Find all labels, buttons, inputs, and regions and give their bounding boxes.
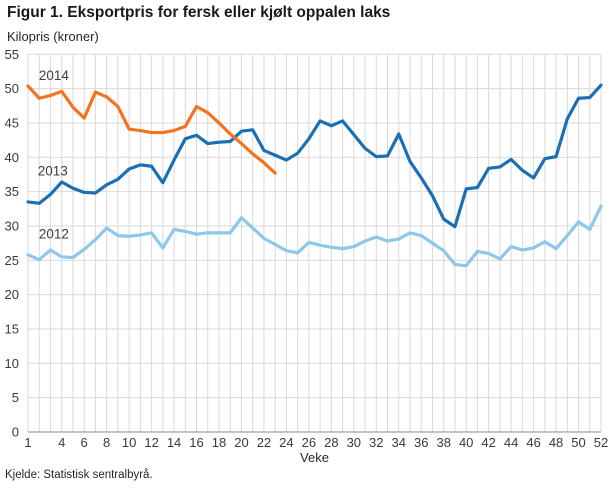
y-tick-label: 20 [5, 287, 19, 302]
x-tick-label: 1 [24, 435, 31, 450]
series-label-2013: 2013 [38, 164, 68, 179]
x-tick-label: 18 [212, 435, 226, 450]
y-tick-label: 10 [5, 356, 19, 371]
series-label-2012: 2012 [39, 227, 69, 242]
x-tick-label: 12 [144, 435, 158, 450]
series-line-2012 [26, 204, 603, 268]
x-tick-label: 24 [279, 435, 293, 450]
y-tick-label: 25 [5, 253, 19, 268]
x-tick-label: 52 [594, 435, 608, 450]
y-tick-label: 35 [5, 184, 19, 199]
x-tick-label: 10 [122, 435, 136, 450]
y-tick-label: 15 [5, 321, 19, 336]
x-tick-label: 32 [369, 435, 383, 450]
y-tick-labels: 0 5 10 15 20 25 30 35 40 45 50 55 [5, 47, 19, 440]
x-tick-label: 22 [257, 435, 271, 450]
x-tick-label: 38 [436, 435, 450, 450]
x-tick-label: 26 [302, 435, 316, 450]
y-tick-label: 0 [12, 425, 19, 440]
x-tick-label: 34 [392, 435, 406, 450]
series-labels: 2014 2013 2012 [38, 68, 70, 242]
chart-title: Figur 1. Eksportpris for fersk eller kjø… [7, 4, 391, 21]
x-tick-labels: 1 4 6 8 10 12 14 16 18 20 22 24 26 28 30 32 34 36 38 40 42 44… [24, 435, 608, 450]
x-tick-label: 42 [481, 435, 495, 450]
x-tick-label: 40 [459, 435, 473, 450]
x-tick-label: 50 [571, 435, 585, 450]
series-label-2014: 2014 [39, 68, 70, 83]
x-tick-label: 4 [58, 435, 65, 450]
gridlines [27, 53, 602, 432]
x-tick-label: 28 [324, 435, 338, 450]
y-axis-title: Kilopris (kroner) [7, 29, 99, 44]
x-tick-label: 16 [189, 435, 203, 450]
y-tick-label: 40 [5, 150, 19, 165]
x-tick-label: 8 [103, 435, 110, 450]
y-tick-label: 30 [5, 218, 19, 233]
x-tick-label: 14 [167, 435, 181, 450]
y-tick-label: 50 [5, 81, 19, 96]
series-line-2013 [26, 83, 603, 229]
x-tick-label: 48 [549, 435, 563, 450]
x-tick-label: 30 [347, 435, 361, 450]
x-tick-label: 46 [526, 435, 540, 450]
y-tick-label: 55 [5, 47, 19, 62]
x-tick-label: 44 [504, 435, 518, 450]
x-tick-label: 36 [414, 435, 428, 450]
y-tick-label: 5 [12, 390, 19, 405]
x-axis-title: Veke [300, 450, 329, 465]
x-tick-label: 6 [81, 435, 88, 450]
series-line-2014 [26, 84, 277, 175]
x-tick-label: 20 [234, 435, 248, 450]
y-tick-label: 45 [5, 115, 19, 130]
source-note: Kjelde: Statistisk sentralbyrå. [5, 469, 153, 481]
